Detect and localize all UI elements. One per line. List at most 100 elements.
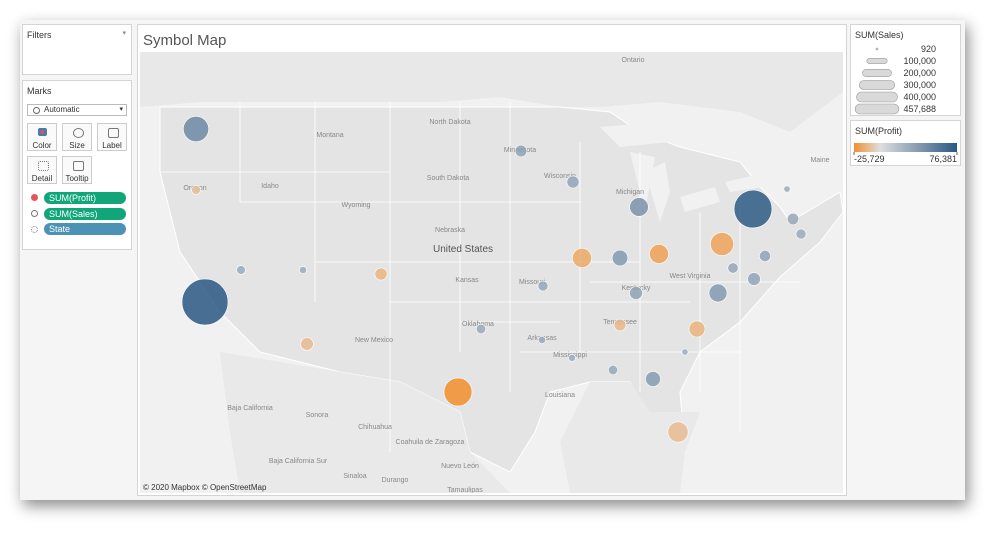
map-label: South Dakota [427,175,470,182]
legend-title: SUM(Sales) [855,30,904,40]
size-card[interactable]: Size [62,123,92,151]
card-label: Detail [31,174,53,183]
map-attribution: © 2020 Mapbox © OpenStreetMap [143,483,267,492]
state-symbol [795,228,807,240]
dropdown-arrow: ▾ [119,106,123,113]
canada-land [140,52,843,132]
map-label: Ontario [622,57,645,64]
mark-type: Automatic [44,105,80,114]
map-label: Louisiana [545,392,575,399]
state-symbol [374,267,388,281]
filters-shelf[interactable]: Filters ▾ [22,24,132,75]
size-legend-label: 200,000 [903,68,936,78]
state-symbol [786,212,800,226]
map-label: New Mexico [355,337,393,344]
map-label: Nebraska [435,227,465,234]
map-label: Wyoming [341,202,370,209]
tooltip-card[interactable]: Tooltip [62,156,92,184]
color-card[interactable]: Color [27,123,57,151]
icon [38,161,49,171]
color-ramp [854,143,957,152]
map-label: North Dakota [429,119,470,126]
mark-type-select[interactable]: Automatic ▾ [27,104,127,116]
size-legend-label: 400,000 [903,92,936,102]
pill[interactable]: State [44,223,126,235]
map-label: Wisconsin [544,173,576,180]
card-label: Color [32,141,52,150]
map-label: Baja California [227,405,273,412]
size-icon [31,210,38,217]
map-label: Coahuila de Zaragoza [396,439,465,446]
state-symbol [645,371,661,387]
map-label: Nuevo León [441,463,479,470]
state-symbol [236,265,246,275]
pill[interactable]: SUM(Sales) [44,208,126,220]
state-symbol [710,232,734,256]
map-label: Sonora [306,412,329,419]
state-symbol [183,116,209,142]
state-symbol [783,185,791,193]
color-range-label: 76,381 [929,154,957,164]
map-label: Montana [316,132,343,139]
label-card[interactable]: Label [97,123,127,151]
size-legend-mark [854,103,900,115]
card-label: Size [69,141,85,150]
detail-card[interactable]: Detail [27,156,57,184]
state-symbol [613,318,627,332]
map-label: Michigan [616,189,644,196]
state-symbol [443,377,473,407]
size-legend-label: 457,688 [903,104,936,114]
map[interactable]: Ontario Montana North Dakota South Dakota Wy… [140,52,843,493]
legend-title: SUM(Profit) [855,126,902,136]
state-symbol [475,323,487,335]
card-label: Tooltip [65,174,89,183]
dropdown-arrow[interactable]: ▾ [122,30,126,37]
state-symbol [568,354,576,362]
map-label: Tamaulipas [447,487,483,493]
map-label: Baja California Sur [269,458,328,465]
size-legend-mark [866,58,888,64]
state-symbol [727,262,739,274]
state-borders [160,102,800,452]
state-symbol [514,144,528,158]
icon [73,128,84,138]
legend-marks: 920 100,000 200,000 300,000 400,000 457,688 -2… [853,44,958,164]
state-symbol [708,283,728,303]
state-symbol [688,320,706,338]
state-symbol [607,364,619,376]
color-icon [31,194,38,201]
state-symbol [191,185,201,195]
state-symbol [538,336,546,344]
state-symbol [747,272,761,286]
filters-title: Filters [27,30,52,40]
map-label: Kansas [455,277,479,284]
state-symbol [759,250,771,262]
state-symbol [181,278,229,326]
state-symbol [629,286,643,300]
size-legend-label: 920 [921,44,936,54]
state-symbol [733,189,773,229]
great-lakes [600,122,770,222]
state-symbol [566,175,580,189]
size-legend-label: 100,000 [903,56,936,66]
detail-icon [31,226,38,233]
card-label: Label [102,141,122,150]
state-symbol [572,248,592,268]
pill[interactable]: SUM(Profit) [44,192,126,204]
size-legend-mark [862,69,892,77]
state-symbol [681,348,689,356]
map-label: Durango [382,477,409,484]
icon [108,128,119,138]
map-label: Chihuahua [358,424,392,431]
map-label: Maine [810,157,829,164]
icon [73,161,84,171]
marks-card: Marks Automatic ▾ Color Size Label Detai… [22,80,132,250]
size-legend-mark [859,80,895,90]
map-label: Oklahoma [462,321,494,328]
state-symbol [629,197,649,217]
circle-icon [33,107,40,114]
map-label: Sinaloa [343,473,366,480]
mexico-land [220,352,510,493]
state-symbol [649,244,669,264]
